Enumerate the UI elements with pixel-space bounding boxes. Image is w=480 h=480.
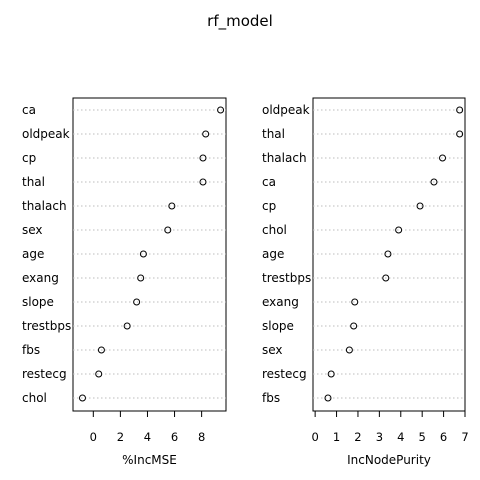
incmse-category-label: chol bbox=[22, 391, 47, 405]
incnodepurity-category-label: oldpeak bbox=[262, 103, 310, 117]
incmse-point bbox=[217, 106, 225, 114]
incnodepurity-point bbox=[324, 394, 332, 402]
incnodepurity-category-label: age bbox=[262, 247, 284, 261]
incnodepurity-category-label: sex bbox=[262, 343, 283, 357]
incmse-category-label: trestbps bbox=[22, 319, 71, 333]
incnodepurity-x-tick-label: 1 bbox=[333, 430, 340, 444]
incnodepurity-point bbox=[382, 274, 390, 282]
incnodepurity-x-tick-label: 3 bbox=[376, 430, 383, 444]
incnodepurity-category-label: chol bbox=[262, 223, 287, 237]
incnodepurity-category-label: thalach bbox=[262, 151, 307, 165]
incnodepurity-x-axis-label: IncNodePurity bbox=[347, 453, 431, 467]
incmse-category-label: age bbox=[22, 247, 44, 261]
incmse-category-label: fbs bbox=[22, 343, 40, 357]
incnodepurity-category-label: trestbps bbox=[262, 271, 311, 285]
incnodepurity-category-label: restecg bbox=[262, 367, 307, 381]
incnodepurity-category-label: thal bbox=[262, 127, 285, 141]
incmse-point bbox=[133, 298, 141, 306]
incmse-x-tick-label: 2 bbox=[117, 430, 124, 444]
incmse-category-label: thal bbox=[22, 175, 45, 189]
incmse-category-label: ca bbox=[22, 103, 36, 117]
incmse-x-tick-label: 0 bbox=[90, 430, 97, 444]
figure-title: rf_model bbox=[207, 12, 273, 31]
incmse-point bbox=[123, 322, 131, 330]
incnodepurity-x-tick-label: 6 bbox=[440, 430, 447, 444]
incnodepurity-x-tick-label: 4 bbox=[397, 430, 404, 444]
incnodepurity-point bbox=[456, 106, 464, 114]
incmse-point bbox=[97, 346, 105, 354]
incnodepurity-category-label: cp bbox=[262, 199, 276, 213]
incnodepurity-x-tick-label: 2 bbox=[354, 430, 361, 444]
incmse-category-label: exang bbox=[22, 271, 59, 285]
incnodepurity-category-label: fbs bbox=[262, 391, 280, 405]
incnodepurity-category-label: slope bbox=[262, 319, 294, 333]
incmse-x-tick-label: 6 bbox=[171, 430, 178, 444]
incmse-x-tick-label: 4 bbox=[144, 430, 151, 444]
incnodepurity-point bbox=[439, 154, 447, 162]
incmse-point bbox=[199, 178, 207, 186]
incmse-point bbox=[137, 274, 145, 282]
incmse-point bbox=[199, 154, 207, 162]
incnodepurity-panel: oldpeak thal thalach ca cp chol age trestbps exa… bbox=[262, 97, 469, 467]
incnodepurity-category-label: exang bbox=[262, 295, 299, 309]
incnodepurity-point bbox=[395, 226, 403, 234]
incnodepurity-category-label: ca bbox=[262, 175, 276, 189]
incnodepurity-x-tick-label: 0 bbox=[311, 430, 318, 444]
incmse-point bbox=[95, 370, 103, 378]
incmse-x-axis-label: %IncMSE bbox=[122, 453, 177, 467]
incmse-point bbox=[139, 250, 147, 258]
incmse-category-label: sex bbox=[22, 223, 43, 237]
incnodepurity-point bbox=[327, 370, 335, 378]
incnodepurity-x-tick-label: 7 bbox=[461, 430, 468, 444]
incnodepurity-point bbox=[416, 202, 424, 210]
incmse-category-label: thalach bbox=[22, 199, 67, 213]
incnodepurity-point bbox=[430, 178, 438, 186]
incmse-category-label: oldpeak bbox=[22, 127, 70, 141]
incnodepurity-point bbox=[351, 298, 359, 306]
incmse-category-label: restecg bbox=[22, 367, 67, 381]
incnodepurity-point bbox=[350, 322, 358, 330]
incmse-point bbox=[202, 130, 210, 138]
incmse-category-label: slope bbox=[22, 295, 54, 309]
incmse-point bbox=[164, 226, 172, 234]
incmse-category-label: cp bbox=[22, 151, 36, 165]
incnodepurity-point bbox=[456, 130, 464, 138]
incnodepurity-x-tick-label: 5 bbox=[419, 430, 426, 444]
incmse-panel: ca oldpeak cp thal thalach sex age exang slope tr… bbox=[22, 97, 227, 467]
incmse-point bbox=[78, 394, 86, 402]
incmse-point bbox=[168, 202, 176, 210]
incmse-x-tick-label: 8 bbox=[198, 430, 205, 444]
incnodepurity-point bbox=[384, 250, 392, 258]
incnodepurity-point bbox=[345, 346, 353, 354]
